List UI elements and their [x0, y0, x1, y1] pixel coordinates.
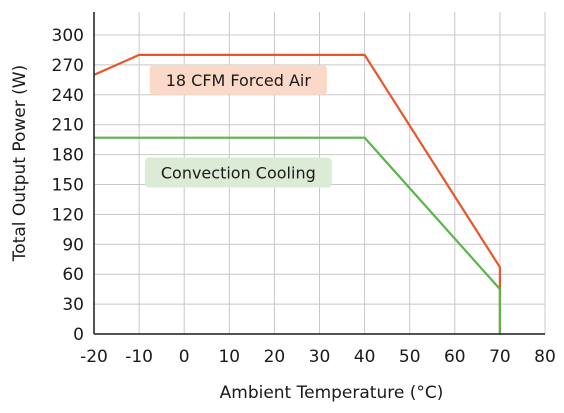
y-tick-label: 90: [62, 235, 84, 255]
y-tick-label: 300: [52, 26, 84, 46]
annotation-convection: Convection Cooling: [144, 157, 332, 188]
x-tick-label: 10: [218, 347, 240, 367]
x-axis-title: Ambient Temperature (°C): [220, 383, 444, 403]
x-tick-label: 0: [179, 347, 190, 367]
x-tick-label: 80: [534, 347, 556, 367]
series-layer: [93, 53, 501, 334]
annotation-box: [144, 157, 332, 188]
annotation-forced-air: 18 CFM Forced Air: [149, 64, 327, 95]
y-tick-label: 270: [52, 56, 84, 76]
y-tick-label: 210: [52, 116, 84, 136]
annotation-label: Convection Cooling: [161, 164, 316, 183]
x-tick-label: -20: [80, 347, 108, 367]
series-line-convection: [94, 136, 501, 334]
y-tick-label: 240: [52, 86, 84, 106]
x-tick-label: 30: [309, 347, 331, 367]
annotation-box: [149, 64, 327, 95]
x-tick-label: 70: [489, 347, 511, 367]
x-tick-label: 60: [444, 347, 466, 367]
series-line-forced-air: [93, 53, 501, 334]
axes: [93, 12, 545, 335]
y-tick-label: 0: [73, 325, 84, 345]
y-tick-label: 180: [52, 146, 84, 166]
y-tick-label: 150: [52, 176, 84, 196]
x-tick-label: 20: [264, 347, 286, 367]
x-tick-label: 50: [399, 347, 421, 367]
annotation-layer: 18 CFM Forced Air Convection Cooling: [144, 64, 332, 188]
x-tick-label: -10: [125, 347, 153, 367]
y-tick-label: 30: [62, 295, 84, 315]
tick-labels: -20 -10 0 10 20 30 40 50 60 70 80 0 30 60 90 120 150 180 2…: [52, 26, 556, 367]
x-tick-label: 40: [354, 347, 376, 367]
annotation-label: 18 CFM Forced Air: [166, 71, 312, 90]
y-tick-label: 60: [62, 265, 84, 285]
y-tick-label: 120: [52, 205, 84, 225]
y-axis-title: Total Output Power (W): [10, 65, 30, 262]
